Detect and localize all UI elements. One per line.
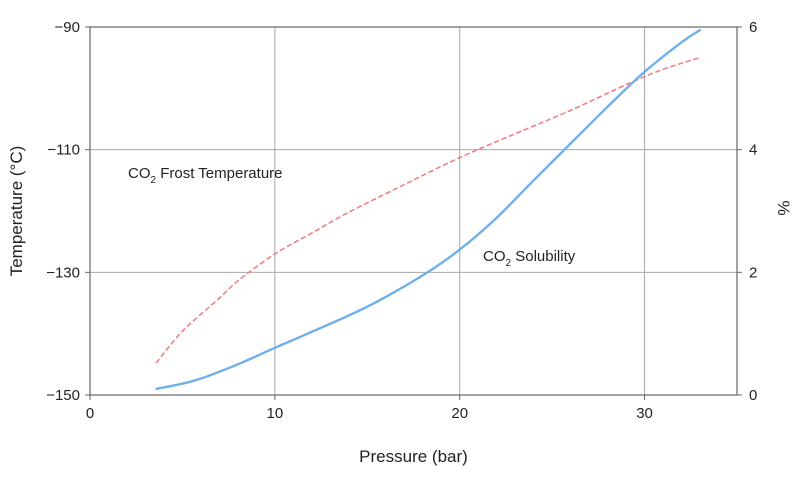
x-tick-label: 30: [636, 405, 653, 422]
y-left-tick-label: −130: [46, 264, 80, 281]
frost-line: [155, 56, 701, 364]
x-axis-title: Pressure (bar): [359, 447, 468, 466]
x-tick-label: 20: [451, 405, 468, 422]
tick-labels: 0 10 20 30 −150 −130 −110 −90 0 2 4 6: [46, 19, 757, 422]
grid: [90, 26, 737, 396]
y-left-tick-label: −90: [55, 19, 80, 36]
solubility-annotation: CO2 Solubility: [483, 248, 576, 269]
y-left-tick-label: −150: [46, 387, 80, 404]
y-right-tick-label: 4: [749, 142, 757, 159]
y-axis-left-title: Temperature (°C): [7, 146, 26, 277]
y-axis-right-title: %: [774, 200, 793, 215]
frost-temperature-annotation: CO2 Frost Temperature: [128, 165, 283, 186]
y-right-tick-label: 2: [749, 264, 757, 281]
solubility-line: [155, 28, 702, 391]
plot-frame: [89, 26, 738, 396]
x-tick-label: 10: [267, 405, 284, 422]
y-right-tick-label: 0: [749, 387, 757, 404]
y-left-tick-label: −110: [47, 142, 80, 159]
y-right-tick-label: 6: [749, 19, 757, 36]
x-tick-label: 0: [86, 405, 94, 422]
series-layer: [155, 28, 702, 391]
